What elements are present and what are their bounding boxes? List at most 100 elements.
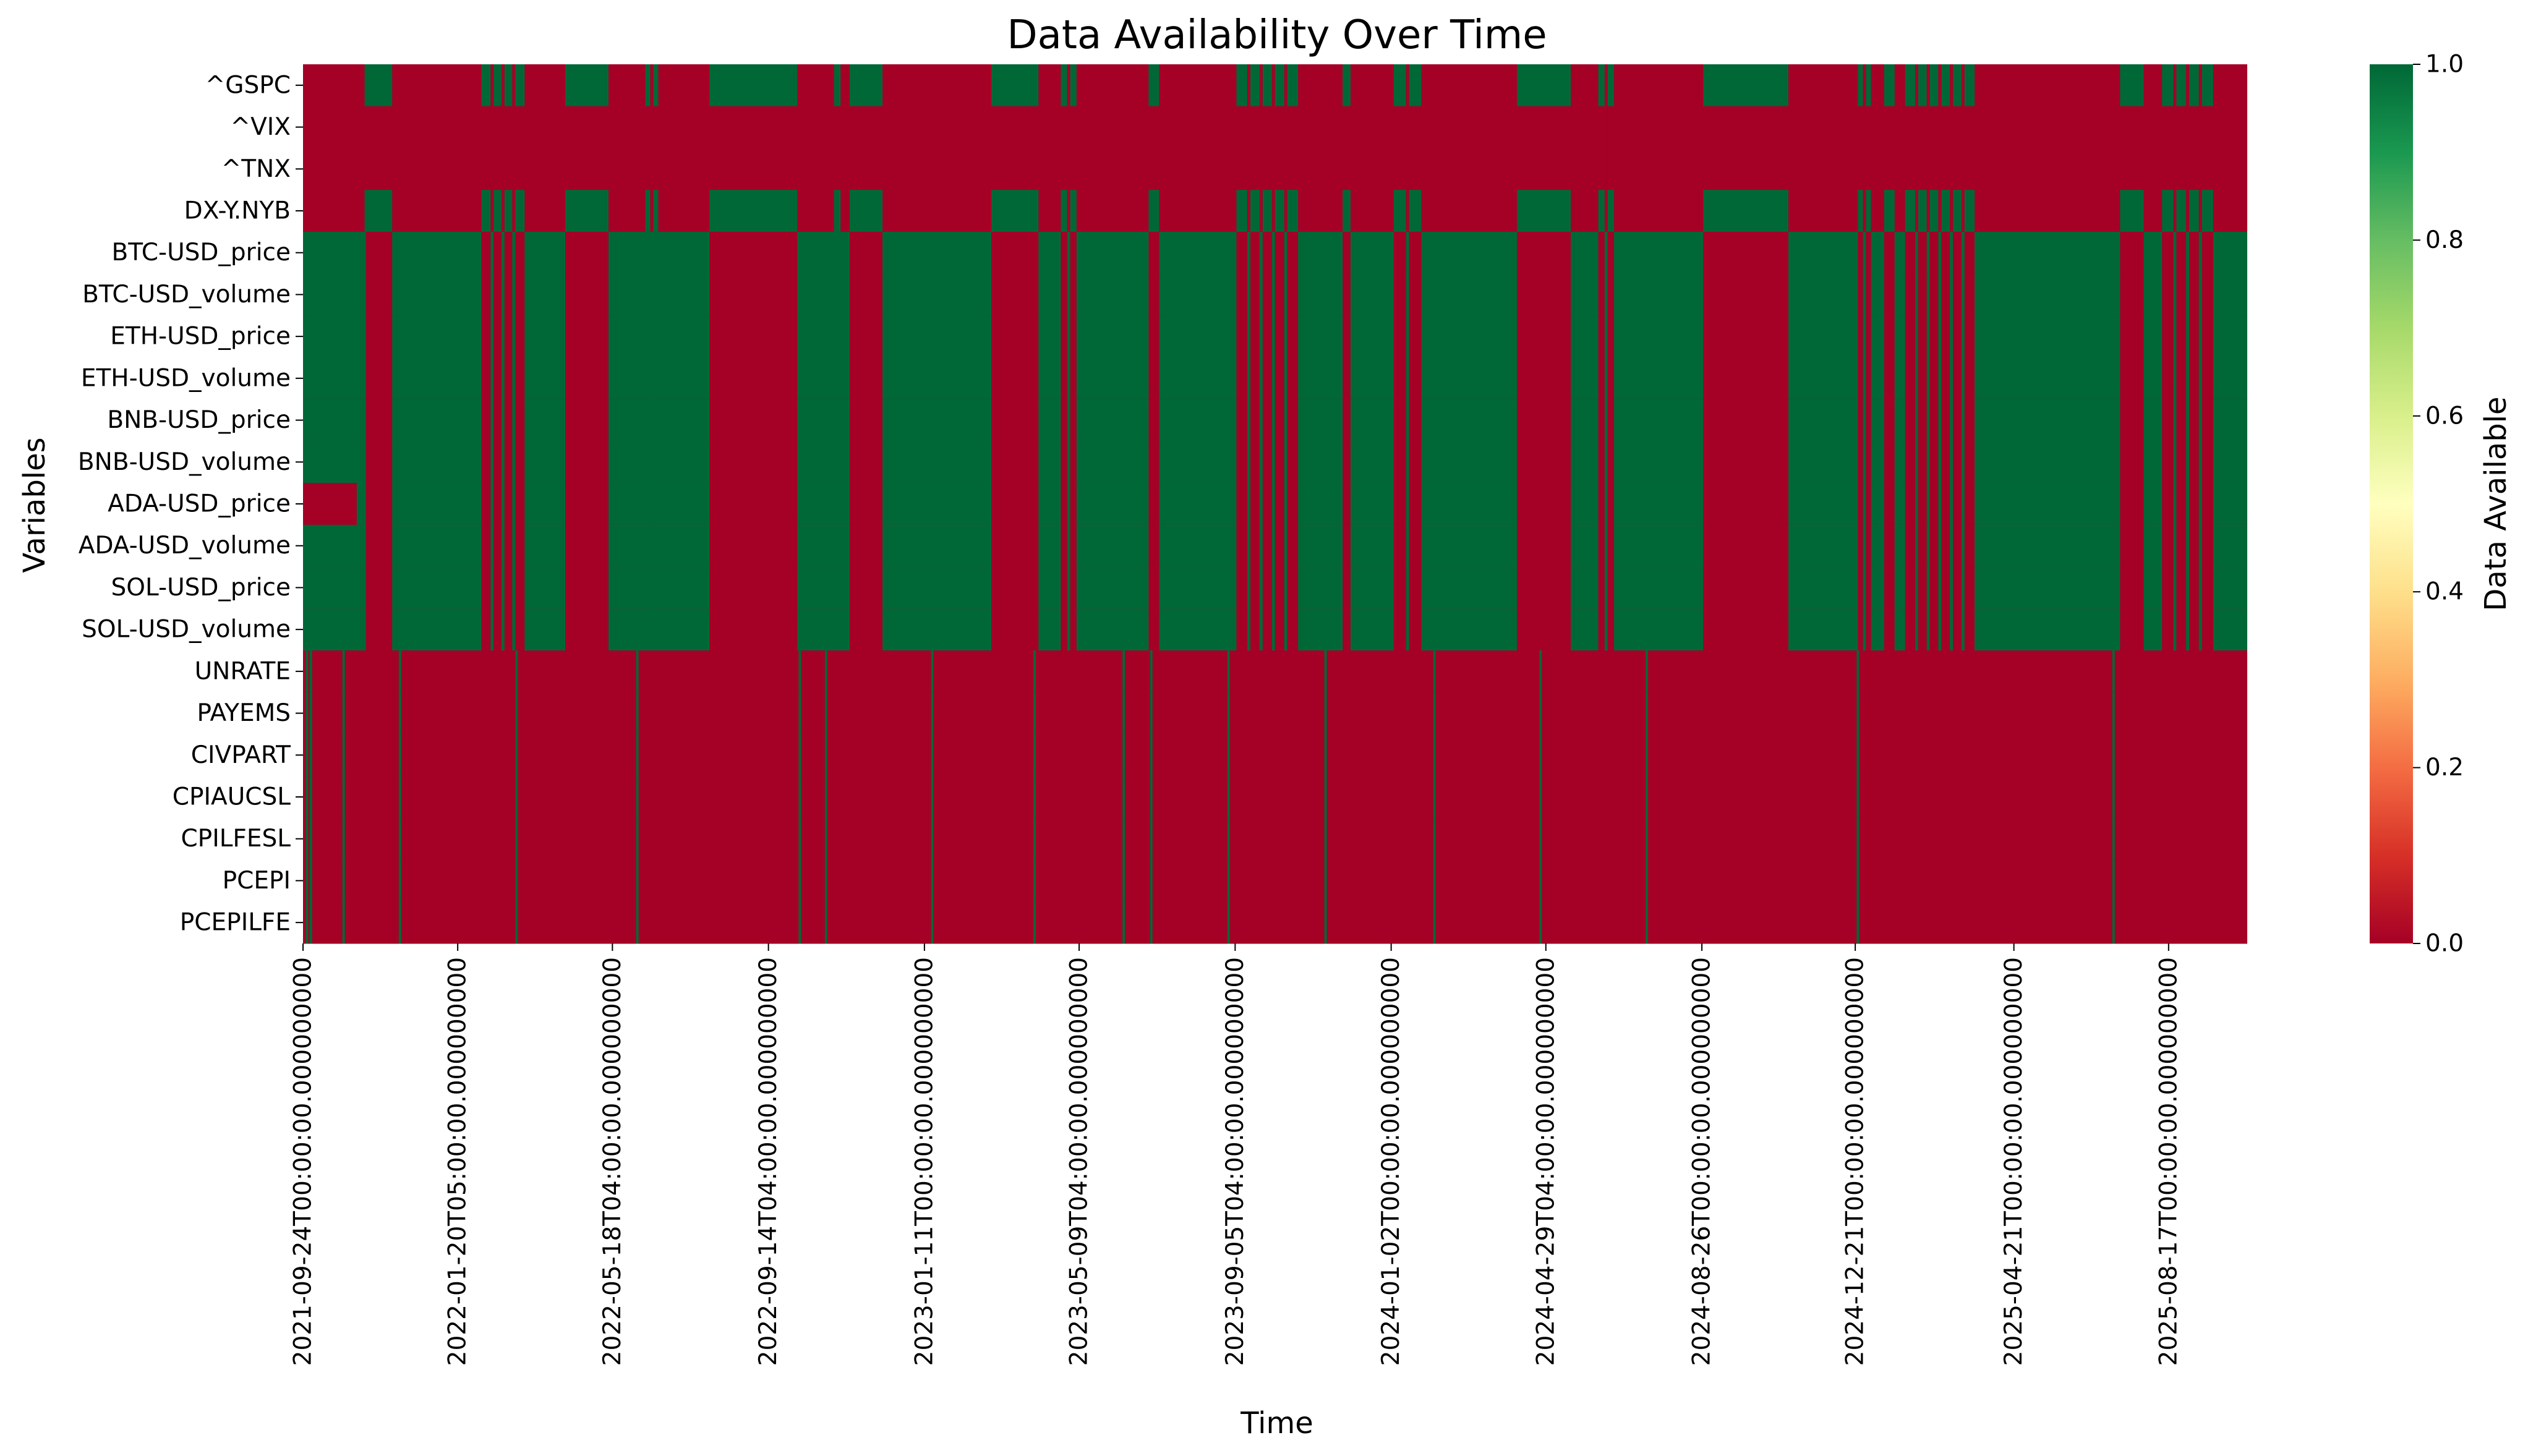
available-cell xyxy=(797,231,850,275)
available-cell xyxy=(1076,315,1149,358)
stripe-mark xyxy=(1863,231,1866,650)
available-cell xyxy=(1076,608,1149,651)
available-cell xyxy=(303,441,366,483)
available-cell xyxy=(931,650,934,693)
available-cell xyxy=(1038,441,1061,483)
available-cell xyxy=(1539,650,1542,693)
available-cell xyxy=(1421,608,1518,651)
available-cell xyxy=(1038,315,1061,358)
available-cell xyxy=(1856,859,1860,902)
stripe-mark xyxy=(490,64,494,232)
available-cell xyxy=(991,64,1039,107)
x-tick-labels: 2021-09-24T00:00:00.000000000 2022-01-20T… xyxy=(289,943,2182,1366)
stripe-mark xyxy=(490,231,494,650)
missing-cell xyxy=(303,315,2247,358)
available-cell xyxy=(1646,776,1649,819)
available-cell xyxy=(1033,859,1036,902)
available-cell xyxy=(1298,483,1343,526)
heatmap-row xyxy=(303,399,2247,441)
heatmap-row xyxy=(303,817,2247,861)
colorbar-tick-label: 0.4 xyxy=(2425,578,2464,606)
available-cell xyxy=(1871,315,1884,358)
available-cell xyxy=(1033,650,1036,693)
y-tick-label: CIVPART xyxy=(191,741,291,769)
y-tick-label: ^TNX xyxy=(221,155,291,183)
available-cell xyxy=(2112,734,2115,777)
missing-cell xyxy=(303,399,2247,441)
available-cell xyxy=(1033,901,1036,944)
x-tick-label: 2023-09-05T04:00:00.000000000 xyxy=(1221,957,1249,1366)
available-cell xyxy=(1324,817,1327,861)
available-cell xyxy=(798,859,801,902)
missing-cell xyxy=(303,483,2247,526)
available-cell xyxy=(1227,650,1230,693)
available-cell xyxy=(1227,734,1230,777)
available-cell xyxy=(1433,901,1436,944)
available-cell xyxy=(524,399,566,441)
available-cell xyxy=(303,524,366,568)
available-cell xyxy=(709,190,798,232)
y-tick-label: BTC-USD_price xyxy=(112,239,291,266)
colorbar-ticks: 0.0 0.2 0.4 0.6 0.8 1.0 xyxy=(2413,51,2464,958)
x-tick-label: 2025-08-17T00:00:00.000000000 xyxy=(2154,957,2182,1366)
heatmap-row xyxy=(303,524,2247,568)
stripe-mark xyxy=(1961,231,1965,650)
x-tick-label: 2024-08-26T00:00:00.000000000 xyxy=(1688,957,1716,1366)
available-cell xyxy=(1871,399,1884,441)
available-cell xyxy=(1856,776,1860,819)
missing-cell xyxy=(303,901,2247,944)
available-cell xyxy=(1148,64,1159,107)
heatmap-row xyxy=(303,357,2247,400)
y-tick-labels: ^GSPC ^VIX ^TNX DX-Y.NYB BTC-USD_price BTC-US… xyxy=(78,71,303,937)
available-cell xyxy=(1324,692,1327,734)
available-cell xyxy=(309,901,312,944)
available-cell xyxy=(1894,357,1905,400)
available-cell xyxy=(1894,441,1905,483)
available-cell xyxy=(1421,566,1518,609)
available-cell xyxy=(1856,817,1860,861)
available-cell xyxy=(364,64,393,107)
available-cell xyxy=(882,608,992,651)
x-tick-label: 2024-12-21T00:00:00.000000000 xyxy=(1842,957,1869,1366)
available-cell xyxy=(392,231,482,275)
available-cell xyxy=(524,357,566,400)
stripe-mark xyxy=(2198,64,2202,232)
stripe-mark xyxy=(1950,231,1954,650)
missing-cell xyxy=(303,106,2247,148)
y-tick-label: DX-Y.NYB xyxy=(184,197,291,225)
available-cell xyxy=(342,776,345,819)
available-cell xyxy=(1038,483,1061,526)
y-axis-label: Variables xyxy=(17,437,52,573)
stripe-mark xyxy=(1950,64,1954,232)
available-cell xyxy=(797,524,850,568)
available-cell xyxy=(305,692,309,734)
stripe-mark xyxy=(1067,231,1070,650)
available-cell xyxy=(305,901,309,944)
available-cell xyxy=(2112,901,2115,944)
available-cell xyxy=(1350,441,1394,483)
stripe-mark xyxy=(1938,231,1942,650)
available-cell xyxy=(524,315,566,358)
available-cell xyxy=(1038,524,1061,568)
available-cell xyxy=(1856,734,1860,777)
available-cell xyxy=(1324,859,1327,902)
available-cell xyxy=(2143,231,2163,275)
available-cell xyxy=(2213,357,2247,400)
available-cell xyxy=(392,441,482,483)
missing-cell xyxy=(303,692,2247,734)
available-cell xyxy=(1298,524,1343,568)
available-cell xyxy=(1788,399,1858,441)
available-cell xyxy=(1646,859,1649,902)
available-cell xyxy=(798,650,801,693)
available-cell xyxy=(1343,190,1351,232)
available-cell xyxy=(608,524,710,568)
available-cell xyxy=(1150,859,1153,902)
available-cell xyxy=(882,441,992,483)
available-cell xyxy=(608,483,710,526)
available-cell xyxy=(515,692,518,734)
available-cell xyxy=(1159,357,1237,400)
available-cell xyxy=(303,357,366,400)
heatmap-row xyxy=(303,190,2247,232)
available-cell xyxy=(1298,273,1343,316)
heatmap-row xyxy=(303,734,2247,777)
